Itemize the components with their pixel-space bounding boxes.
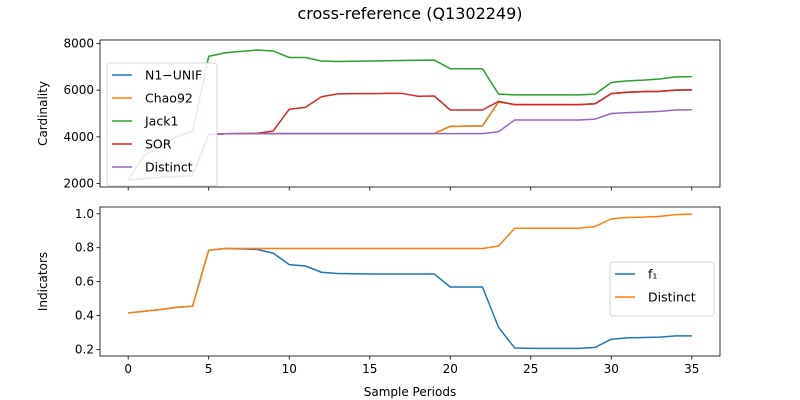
cardinality-panel: 2000 4000 6000 8000 Cardinality N1−UNIF Chao92… — [36, 37, 721, 191]
y-tick-label: 8000 — [63, 37, 94, 51]
x-tick-label: 30 — [604, 362, 619, 376]
y-tick-label: 2000 — [63, 177, 94, 191]
y-tick-label: 0.4 — [75, 308, 94, 322]
legend-label: SOR — [145, 137, 172, 152]
legend-label: Distinct — [648, 290, 696, 305]
series-line-1 — [128, 213, 692, 314]
series-line-0 — [128, 247, 692, 350]
x-axis-label: Sample Periods — [364, 385, 456, 399]
legend-label: N1−UNIF — [145, 68, 202, 83]
y-tick-label: 1.0 — [75, 207, 94, 221]
x-tick-label: 15 — [362, 362, 377, 376]
indicators-panel: 0 5 10 15 20 25 30 35 0.2 0.4 0.6 0.8 1.0 Indicators S… — [36, 206, 721, 399]
x-tick-label: 5 — [205, 362, 213, 376]
y-tick-label: 0.8 — [75, 241, 94, 255]
y-tick-label: 6000 — [63, 83, 94, 97]
legend-label: f₁ — [648, 267, 657, 282]
y-tick-label: 0.2 — [75, 342, 94, 356]
x-tick-label: 20 — [443, 362, 458, 376]
x-tick-label: 35 — [684, 362, 699, 376]
y-tick-label: 0.6 — [75, 275, 94, 289]
legend-label: Chao92 — [145, 91, 193, 106]
figure-title: cross-reference (Q1302249) — [297, 4, 522, 23]
x-tick-label: 0 — [124, 362, 132, 376]
legend-box — [609, 261, 715, 317]
legend-label: Jack1 — [144, 114, 178, 129]
y-tick-label: 4000 — [63, 130, 94, 144]
y-axis-label: Cardinality — [36, 81, 50, 146]
legend-label: Distinct — [145, 160, 193, 175]
x-tick-label: 25 — [523, 362, 538, 376]
series-line-4 — [128, 109, 692, 181]
legend-box — [106, 62, 218, 187]
series-line-2 — [127, 49, 692, 181]
axes-frame — [99, 39, 721, 188]
y-axis-label: Indicators — [36, 252, 50, 311]
x-tick-label: 10 — [282, 362, 297, 376]
